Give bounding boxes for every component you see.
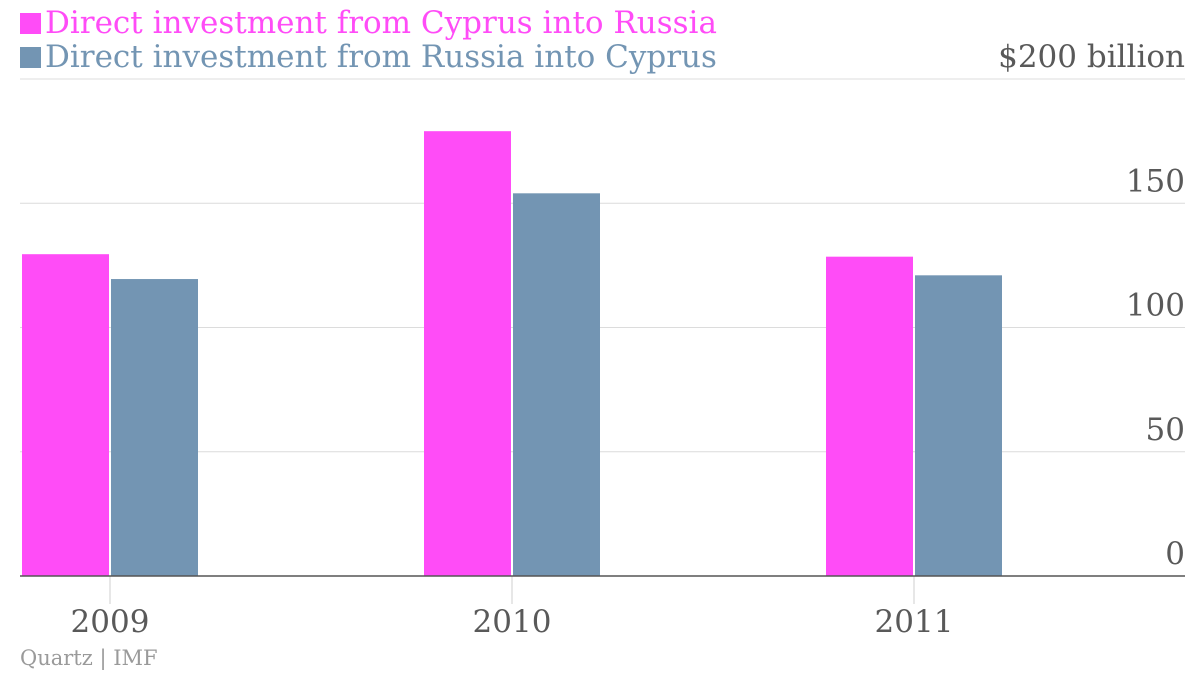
bar <box>915 275 1002 576</box>
bar <box>22 254 109 576</box>
legend-label-cyprus-into-russia: Direct investment from Cyprus into Russi… <box>45 5 717 41</box>
y-tick-label: 50 <box>1146 412 1185 448</box>
bar <box>513 193 600 576</box>
y-tick-label: 100 <box>1126 288 1185 324</box>
x-tick-label: 2009 <box>71 604 150 640</box>
x-axis: 2009 2010 2011 <box>20 575 1185 640</box>
x-tick-label: 2010 <box>473 604 552 640</box>
source-credit: Quartz | IMF <box>20 646 158 670</box>
legend-swatch-russia-into-cyprus <box>20 46 41 68</box>
y-axis: 0 50 100 150 $200 billion <box>998 39 1185 572</box>
legend-label-russia-into-cyprus: Direct investment from Russia into Cypru… <box>45 39 717 75</box>
legend-swatch-cyprus-into-russia <box>20 12 41 34</box>
y-tick-label: 0 <box>1165 536 1185 572</box>
x-tick-label: 2011 <box>875 604 954 640</box>
legend: Direct investment from Cyprus into Russi… <box>20 6 717 74</box>
bar <box>424 131 511 576</box>
legend-item-russia-into-cyprus: Direct investment from Russia into Cypru… <box>20 40 717 74</box>
bar <box>826 256 913 576</box>
bars <box>22 131 1002 576</box>
y-tick-label: $200 billion <box>998 39 1185 75</box>
legend-item-cyprus-into-russia: Direct investment from Cyprus into Russi… <box>20 6 717 40</box>
y-tick-label: 150 <box>1126 163 1185 199</box>
bar <box>111 279 198 576</box>
